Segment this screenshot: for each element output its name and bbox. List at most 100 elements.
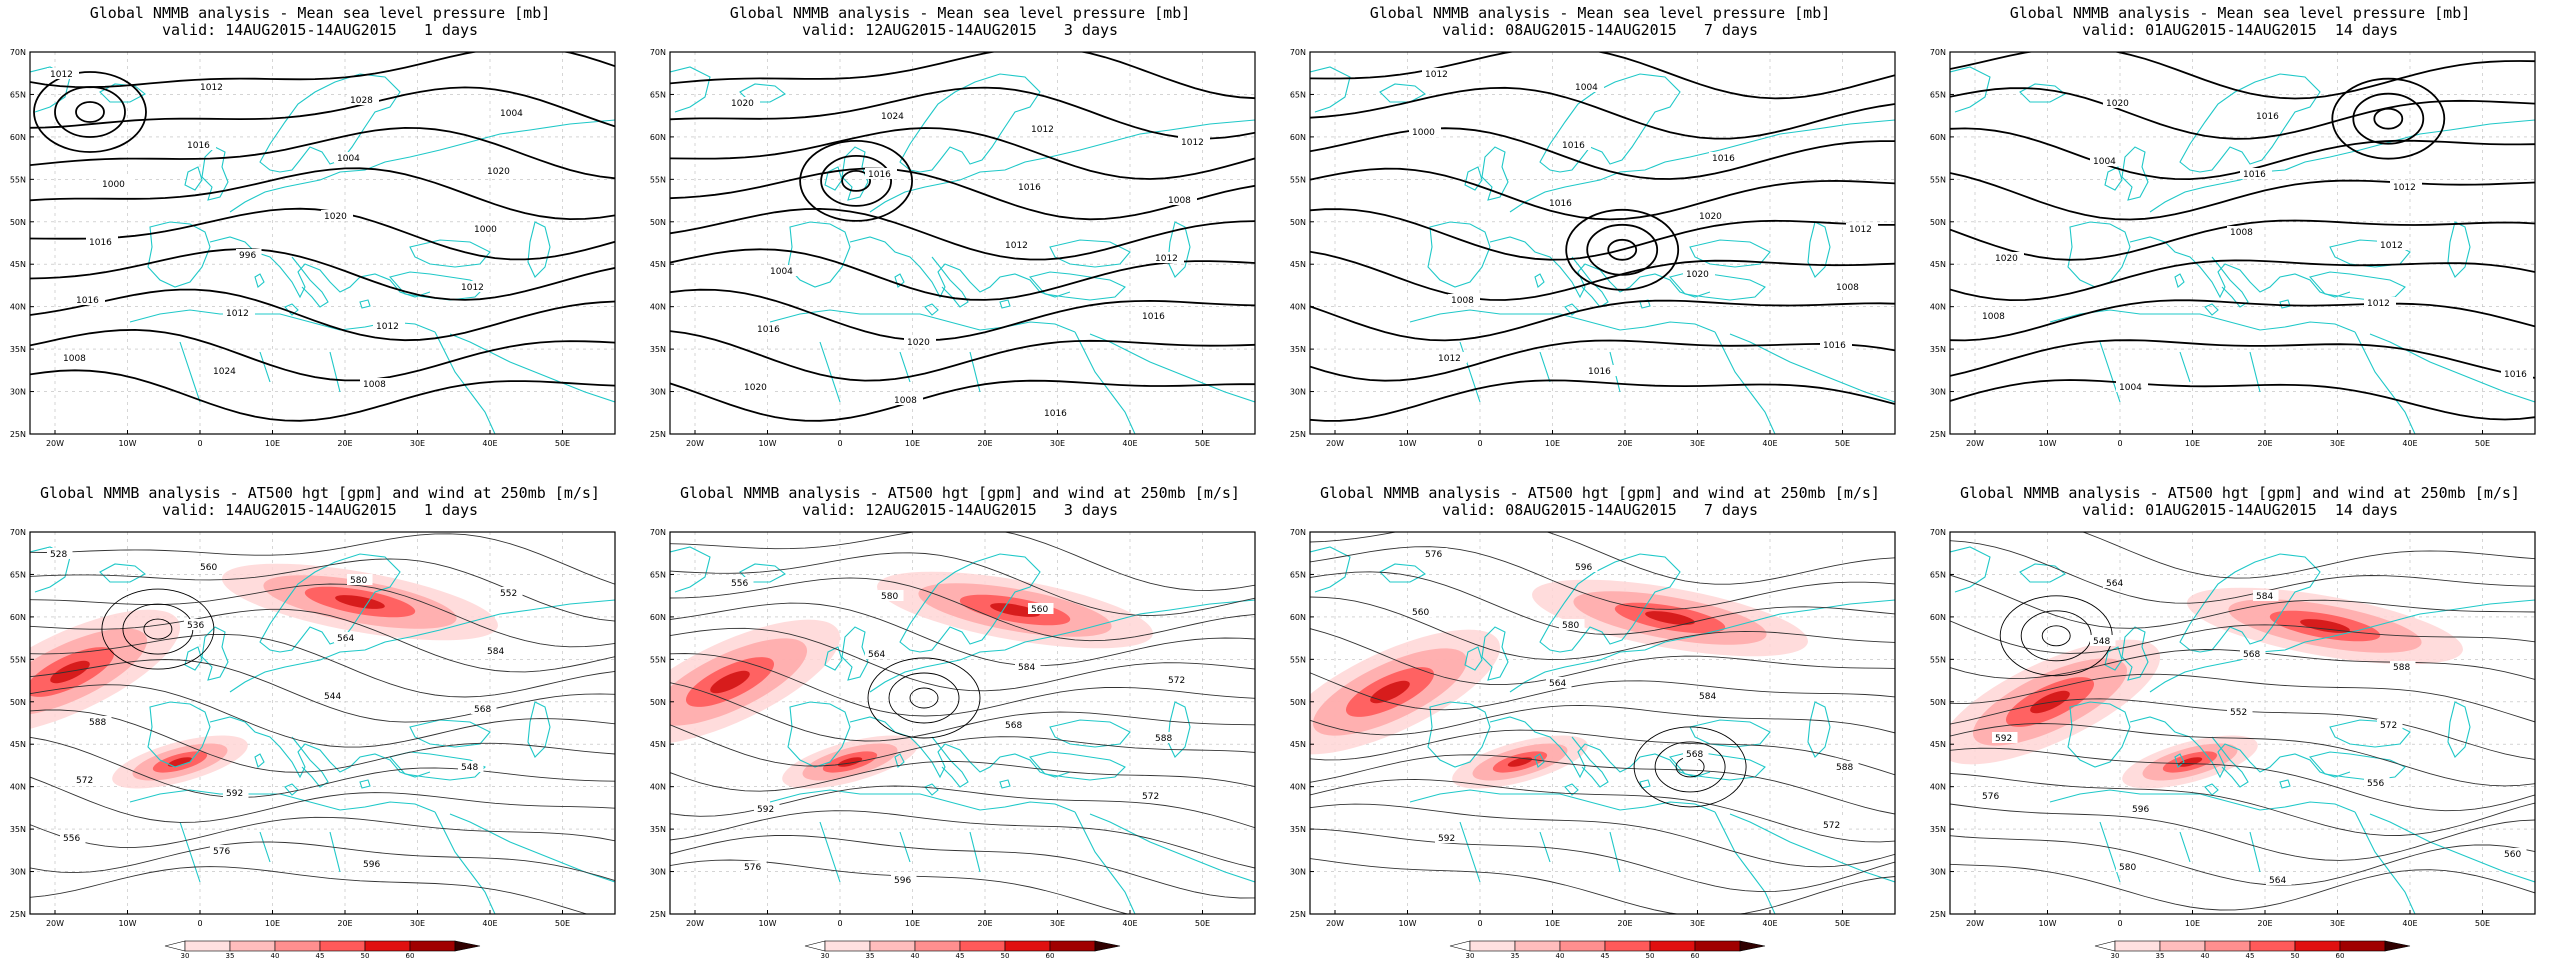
contour-label: 572	[1142, 792, 1159, 802]
lat-tick-label: 70N	[650, 528, 666, 537]
lat-tick-label: 40N	[1290, 783, 1306, 792]
coastline	[2067, 221, 2131, 288]
lon-tick-label: 40E	[1122, 919, 1137, 928]
map-plot: 1012 1016 1020 1012 1008 1012 1004 1000 1016 1024…	[10, 48, 616, 448]
lat-tick-label: 60N	[1930, 613, 1946, 622]
panel-title: Global NMMB analysis - AT500 hgt [gpm] a…	[1960, 484, 2520, 502]
contour-label: 1008	[1451, 296, 1474, 306]
lon-tick-label: 20W	[46, 919, 64, 928]
coastline	[2279, 779, 2291, 789]
lat-tick-label: 65N	[10, 90, 26, 99]
lat-tick-label: 30N	[1290, 868, 1306, 877]
colorbar-tick-label: 40	[1556, 952, 1565, 958]
lon-tick-label: 10W	[118, 919, 136, 928]
lat-tick-label: 55N	[1290, 175, 1306, 184]
colorbar-tick-label: 40	[271, 952, 280, 958]
coastline	[824, 646, 843, 671]
contour-line	[670, 288, 1255, 342]
coastline	[201, 626, 229, 681]
contour-line	[1950, 863, 2535, 911]
coastline	[291, 256, 329, 308]
coastline	[1729, 333, 1895, 403]
contour-closed	[2020, 610, 2092, 662]
lon-tick-label: 10W	[758, 919, 776, 928]
colorbar-arrow-right	[2384, 940, 2411, 952]
contour-line	[1950, 339, 2535, 379]
lon-tick-label: 40E	[1762, 439, 1777, 448]
panel-title: Global NMMB analysis - AT500 hgt [gpm] a…	[1320, 484, 1880, 502]
lat-tick-label: 70N	[1930, 528, 1946, 537]
coastline	[1481, 146, 1509, 201]
lat-tick-label: 40N	[650, 783, 666, 792]
contour-label: 1008	[1982, 312, 2005, 322]
colorbar-segment	[1649, 940, 1696, 952]
coastline	[1564, 783, 1579, 796]
lat-tick-label: 55N	[10, 655, 26, 664]
colorbar-segment	[959, 940, 1006, 952]
jet-wind-shade	[2177, 757, 2203, 767]
lon-tick-label: 10E	[265, 439, 280, 448]
contour-label: 1020	[324, 212, 347, 222]
contour-label: 572	[2380, 721, 2397, 731]
contour-label: 576	[744, 863, 761, 873]
lon-tick-label: 30E	[410, 439, 425, 448]
coastline	[201, 146, 229, 201]
coastline	[2121, 626, 2149, 681]
lon-tick-label: 0	[837, 439, 842, 448]
coastline	[2019, 83, 2066, 103]
contour-label: 1016	[2243, 170, 2266, 180]
contour-label: 596	[894, 876, 911, 886]
coastline	[2211, 736, 2249, 788]
contour-label: 548	[2093, 637, 2110, 647]
jet-wind-shade	[167, 757, 193, 767]
lat-tick-label: 45N	[1930, 740, 1946, 749]
coastline	[147, 701, 211, 768]
coastline	[1489, 236, 1711, 299]
coastline	[184, 646, 203, 671]
contour-line	[1310, 250, 1895, 301]
lon-tick-label: 20W	[1966, 919, 1984, 928]
contour-label: 1016	[1823, 341, 1846, 351]
contour-label: 568	[1686, 750, 1703, 760]
colorbar-tick-label: 30	[1466, 952, 1475, 958]
contour-label: 588	[2393, 663, 2410, 673]
contour-label: 576	[1982, 792, 1999, 802]
coastline	[409, 239, 491, 268]
colorbar-arrow-left	[164, 940, 186, 952]
contour-closed	[888, 672, 960, 724]
lat-tick-label: 70N	[1290, 48, 1306, 57]
colorbar-segment	[274, 940, 321, 952]
contour-closed	[1607, 238, 1638, 261]
lat-tick-label: 25N	[650, 910, 666, 919]
colorbar-segment	[364, 940, 411, 952]
lon-tick-label: 20E	[2257, 439, 2272, 448]
lon-tick-label: 0	[2117, 919, 2122, 928]
coastline	[2121, 146, 2149, 201]
coastline	[2049, 789, 2356, 813]
contour-label: 1012	[1181, 138, 1204, 148]
colorbar-segment	[184, 940, 231, 952]
colorbar-segment	[2249, 940, 2296, 952]
map-panel: Global NMMB analysis - Mean sea level pr…	[1280, 0, 1920, 480]
coastline	[1714, 331, 1776, 434]
coastline	[527, 701, 551, 758]
coastline	[291, 736, 329, 788]
lon-tick-label: 50E	[1195, 919, 1210, 928]
colorbar-tick-label: 40	[911, 952, 920, 958]
contour-line	[30, 52, 615, 89]
lat-tick-label: 25N	[1930, 430, 1946, 439]
coastline	[769, 309, 1076, 333]
map-panel: Global NMMB analysis - AT500 hgt [gpm] a…	[1920, 480, 2560, 960]
contour-line	[30, 659, 615, 723]
lon-tick-label: 20W	[46, 439, 64, 448]
contour-line	[30, 248, 615, 301]
coastline	[1074, 811, 1136, 914]
contour-label: 1004	[337, 154, 360, 164]
colorbar-tick-label: 60	[2336, 952, 2345, 958]
jet-wind-shade	[1370, 680, 1410, 704]
lon-tick-label: 20E	[337, 439, 352, 448]
coastline	[527, 221, 551, 278]
lon-tick-label: 20W	[686, 439, 704, 448]
coastline	[1539, 73, 1681, 173]
colorbar-segment	[2114, 940, 2161, 952]
